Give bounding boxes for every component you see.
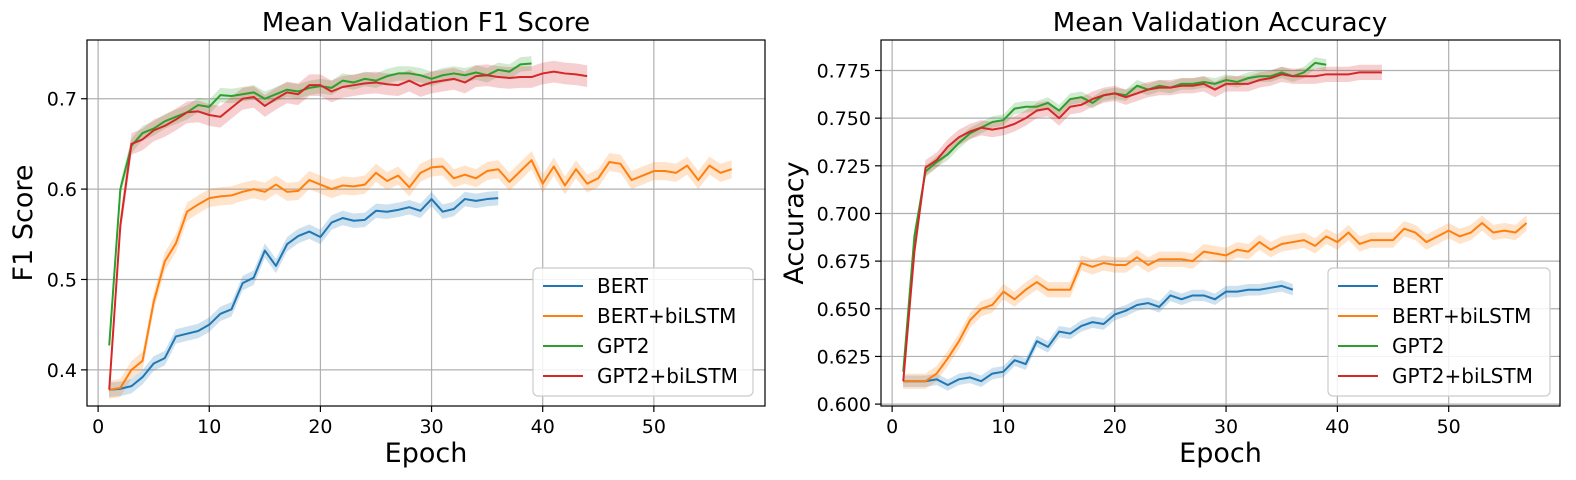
plot-frame <box>86 39 766 407</box>
series-band-bert-bilstm <box>109 151 732 399</box>
x-tick-label: 50 <box>642 416 666 438</box>
legend-entry: BERT+biLSTM <box>1392 304 1531 328</box>
x-tick-label: 20 <box>1103 416 1127 438</box>
series-band-bert <box>903 280 1293 391</box>
chart-panel-2: 0 10 20 30 40 50 0.600 0.625 0.650 0.675 0.700 0.72… <box>779 8 1561 469</box>
series-band-gpt2-bilstm <box>903 64 1382 389</box>
y-tick-label: 0.7 <box>47 89 77 111</box>
series-line-bert-bilstm <box>109 159 732 391</box>
legend-entry: GPT2+biLSTM <box>597 364 738 388</box>
y-tick-label: 0.750 <box>817 108 871 130</box>
y-tick-label: 0.600 <box>817 394 871 416</box>
legend-entry: GPT2+biLSTM <box>1392 364 1533 388</box>
chart-panel-1: 0 10 20 30 40 50 0.4 0.5 0.6 0.7 Mean Validation F… <box>8 8 766 469</box>
x-tick-label: 30 <box>1214 416 1238 438</box>
series-band-bert <box>109 190 499 397</box>
legend-entry: GPT2 <box>1392 334 1445 358</box>
series-line-gpt2-bilstm <box>108 70 588 390</box>
legend-box <box>532 267 754 397</box>
y-axis-label: Accuracy <box>779 161 810 284</box>
x-tick-label: 0 <box>886 416 898 438</box>
y-tick-label: 0.675 <box>817 251 871 273</box>
y-tick-label: 0.625 <box>817 346 871 368</box>
x-tick-label: 10 <box>991 416 1015 438</box>
x-tick-label: 0 <box>92 416 104 438</box>
legend: BERT BERT+biLSTM GPT2 GPT2+biLSTM <box>1327 267 1551 397</box>
y-tick-label: 0.725 <box>817 156 871 178</box>
series-line-gpt2-bilstm <box>902 71 1382 382</box>
y-tick-label: 0.5 <box>47 269 77 291</box>
chart-title: Mean Validation Accuracy <box>1053 8 1387 38</box>
series-band-bert-bilstm <box>903 215 1527 389</box>
x-tick-label: 30 <box>419 416 443 438</box>
y-tick-label: 0.700 <box>817 203 871 225</box>
y-tick-label: 0.650 <box>817 299 871 321</box>
series-line-bert <box>903 284 1294 387</box>
y-axis-label: F1 Score <box>8 165 39 282</box>
legend: BERT BERT+biLSTM GPT2 GPT2+biLSTM <box>532 267 754 397</box>
legend-entry: BERT <box>1392 274 1444 298</box>
x-axis-label: Epoch <box>1179 438 1262 469</box>
x-tick-label: 20 <box>308 416 332 438</box>
x-tick-label: 40 <box>1325 416 1349 438</box>
y-tick-label: 0.775 <box>817 61 871 83</box>
x-tick-label: 40 <box>531 416 555 438</box>
y-tick-label: 0.6 <box>47 179 77 201</box>
series-line-bert <box>109 197 499 391</box>
chart-title: Mean Validation F1 Score <box>262 8 590 38</box>
legend-entry: BERT <box>597 274 649 298</box>
y-tick-label: 0.4 <box>47 360 77 382</box>
series-line-bert-bilstm <box>903 222 1528 383</box>
x-tick-label: 50 <box>1437 416 1461 438</box>
legend-entry: BERT+biLSTM <box>597 304 736 328</box>
x-axis-label: Epoch <box>385 438 468 469</box>
plot-frame <box>880 39 1561 407</box>
legend-entry: GPT2 <box>597 334 650 358</box>
x-tick-label: 10 <box>197 416 221 438</box>
legend-box <box>1327 267 1551 397</box>
